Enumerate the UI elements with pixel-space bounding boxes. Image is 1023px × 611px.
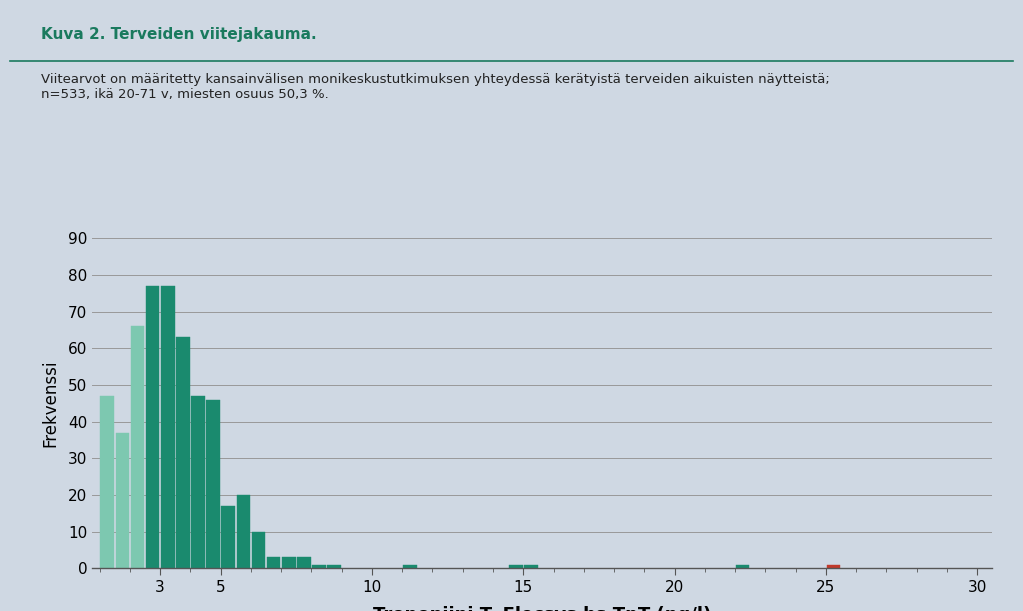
Bar <box>827 565 840 568</box>
Bar <box>221 506 235 568</box>
Bar <box>508 565 523 568</box>
Bar <box>327 565 341 568</box>
Bar <box>282 557 296 568</box>
Bar <box>524 565 538 568</box>
Bar <box>100 396 114 568</box>
Bar <box>161 286 175 568</box>
Bar <box>131 326 144 568</box>
Y-axis label: Frekvenssi: Frekvenssi <box>42 359 59 447</box>
Bar <box>312 565 326 568</box>
Bar <box>116 433 129 568</box>
Bar <box>297 557 311 568</box>
Bar <box>176 337 189 568</box>
Bar <box>236 495 251 568</box>
Bar <box>207 400 220 568</box>
Bar <box>252 532 265 568</box>
Bar <box>403 565 416 568</box>
X-axis label: Troponiini T, Elecsys hs TnT (ng/l): Troponiini T, Elecsys hs TnT (ng/l) <box>373 606 711 611</box>
Bar <box>191 396 205 568</box>
Bar <box>146 286 160 568</box>
Bar <box>267 557 280 568</box>
Text: Viitearvot on määritetty kansainvälisen monikeskustutkimuksen yhteydessä kerätyi: Viitearvot on määritetty kansainvälisen … <box>41 73 830 101</box>
Bar <box>736 565 750 568</box>
Text: Kuva 2. Terveiden viitejakauma.: Kuva 2. Terveiden viitejakauma. <box>41 27 316 43</box>
